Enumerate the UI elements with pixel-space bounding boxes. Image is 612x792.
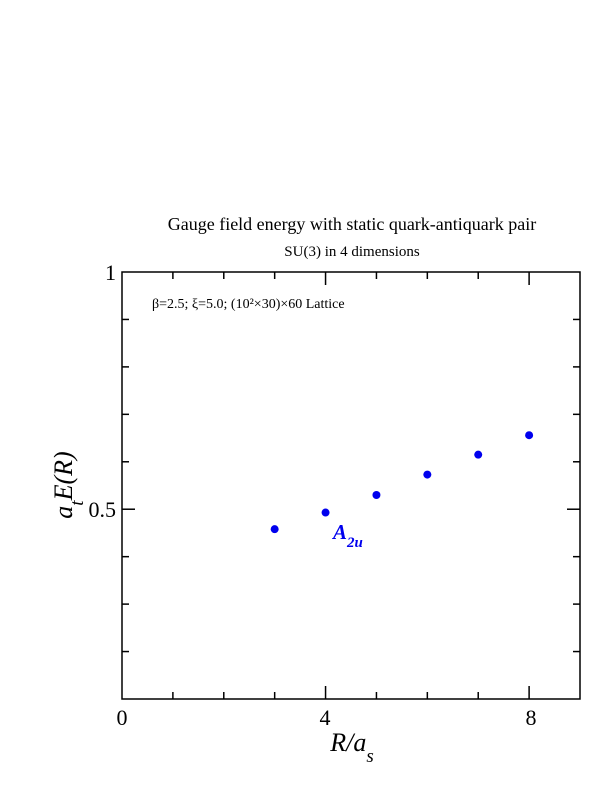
y-axis-label-main: E(R): [49, 451, 78, 501]
series-label-main: A: [331, 520, 347, 544]
y-tick-label-0-5: 0.5: [89, 497, 117, 522]
data-point: [423, 470, 432, 479]
x-axis-label-main: R/a: [329, 728, 366, 757]
x-tick-label-0: 0: [117, 705, 128, 730]
y-tick-label-1: 1: [105, 260, 116, 285]
y-axis-label: atE(R): [49, 451, 88, 518]
data-point: [525, 431, 534, 440]
axis-ticks: [122, 272, 580, 699]
y-axis-label-sub: t: [67, 500, 88, 506]
data-points: [270, 431, 534, 534]
series-label-A2u: A2u: [331, 520, 363, 551]
x-tick-label-8: 8: [526, 705, 537, 730]
chart-title: Gauge field energy with static quark-ant…: [168, 214, 537, 234]
x-axis-label: R/as: [329, 728, 374, 767]
plot-annotation: β=2.5; ξ=5.0; (10²×30)×60 Lattice: [152, 297, 345, 312]
data-point: [321, 508, 330, 517]
chart-subtitle: SU(3) in 4 dimensions: [284, 244, 420, 260]
data-point: [270, 525, 279, 534]
x-tick-label-4: 4: [320, 705, 331, 730]
data-point: [474, 450, 483, 459]
series-label-sub: 2u: [346, 535, 363, 551]
x-axis-label-sub: s: [366, 746, 373, 767]
y-axis-label-pre: a: [49, 506, 78, 519]
data-point: [372, 490, 381, 499]
plot-frame: [121, 271, 581, 700]
